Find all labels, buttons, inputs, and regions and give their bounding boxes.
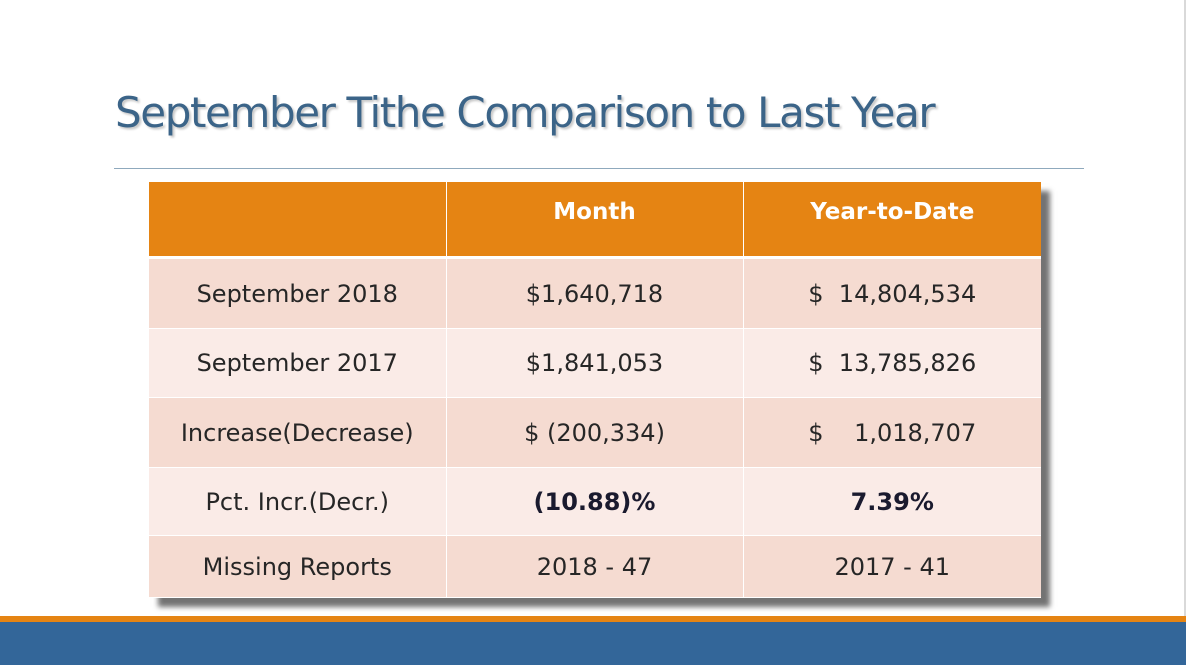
table-header-row: Month Year-to-Date	[149, 182, 1041, 259]
ytd-value: $ 14,804,534	[743, 257, 1041, 329]
row-label: September 2017	[149, 328, 447, 398]
comparison-table-container: Month Year-to-Date September 2018 $1,640…	[149, 182, 1041, 598]
row-label: September 2018	[149, 257, 447, 329]
header-cell-month: Month	[446, 182, 744, 259]
table-row: September 2017 $1,841,053 $ 13,785,826	[149, 328, 1041, 398]
slide-title: September Tithe Comparison to Last Year	[115, 88, 936, 137]
month-value: $1,841,053	[446, 328, 744, 398]
month-value: (10.88)%	[446, 467, 744, 536]
table-row: September 2018 $1,640,718 $ 14,804,534	[149, 257, 1041, 329]
row-label: Missing Reports	[149, 535, 447, 598]
row-label: Pct. Incr.(Decr.)	[149, 467, 447, 536]
tithe-comparison-table: Month Year-to-Date September 2018 $1,640…	[149, 182, 1041, 598]
ytd-value: $ 1,018,707	[743, 397, 1041, 468]
header-cell-year-to-date: Year-to-Date	[743, 182, 1041, 259]
table-row: Missing Reports 2018 - 47 2017 - 41	[149, 535, 1041, 598]
ytd-value: 2017 - 41	[743, 535, 1041, 598]
header-cell-empty	[149, 182, 447, 259]
slide-right-edge	[1184, 0, 1186, 616]
footer-orange-stripe	[0, 616, 1186, 622]
footer-blue-band	[0, 622, 1186, 665]
ytd-value: $ 13,785,826	[743, 328, 1041, 398]
row-label: Increase(Decrease)	[149, 397, 447, 468]
table-row: Increase(Decrease) $ (200,334) $ 1,018,7…	[149, 397, 1041, 468]
month-value: $1,640,718	[446, 257, 744, 329]
title-divider	[114, 168, 1084, 169]
month-value: $ (200,334)	[446, 397, 744, 468]
table-row: Pct. Incr.(Decr.) (10.88)% 7.39%	[149, 467, 1041, 536]
ytd-value: 7.39%	[743, 467, 1041, 536]
month-value: 2018 - 47	[446, 535, 744, 598]
